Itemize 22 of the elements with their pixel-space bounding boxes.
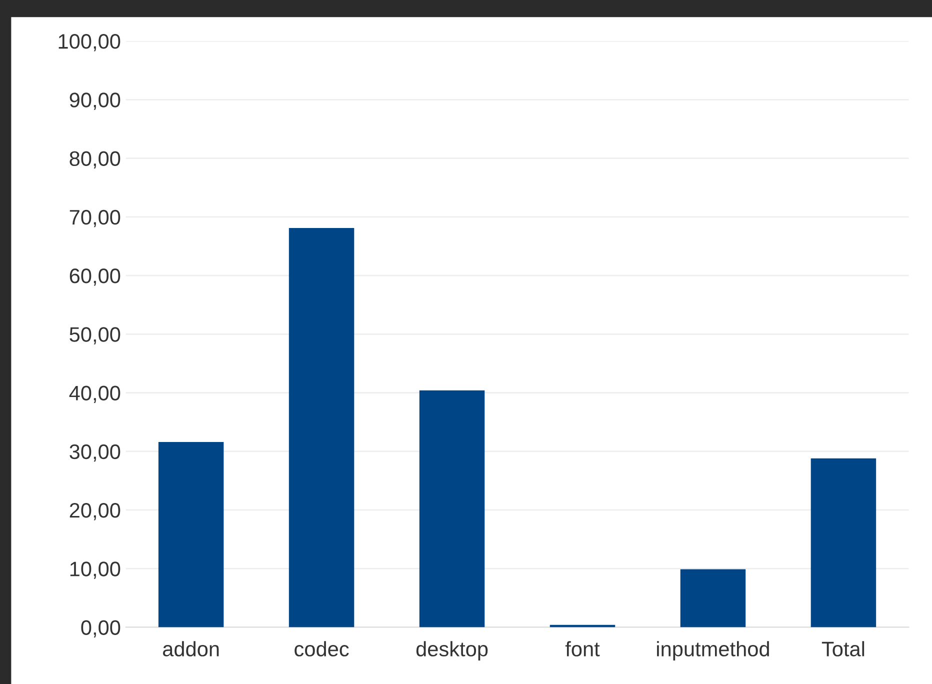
bar [288,228,354,628]
y-tick-label: 80,00 [70,151,120,168]
x-tick-label: inputmethod [657,641,769,661]
y-tick-label: 0,00 [81,620,120,638]
y-tick-label: 40,00 [69,386,120,403]
bar [680,569,746,628]
y-tick-label: 90,00 [70,92,120,110]
x-tick-label: font [565,641,600,656]
y-tick-label: 30,00 [70,444,120,462]
bar [158,442,224,628]
y-tick-label: 50,00 [70,327,120,344]
y-tick-label: 10,00 [70,562,120,579]
x-tick-label: addon [162,641,219,656]
y-tick-label: 60,00 [70,268,120,286]
x-tick-label: Total [822,641,864,656]
x-tick-label: desktop [416,641,488,661]
y-tick-label: 70,00 [70,210,120,228]
bar [810,458,876,628]
x-tick-label: codec [294,641,349,656]
bar [419,390,485,628]
y-tick-label: 100,00 [58,34,120,52]
y-tick-label: 20,00 [70,502,120,520]
